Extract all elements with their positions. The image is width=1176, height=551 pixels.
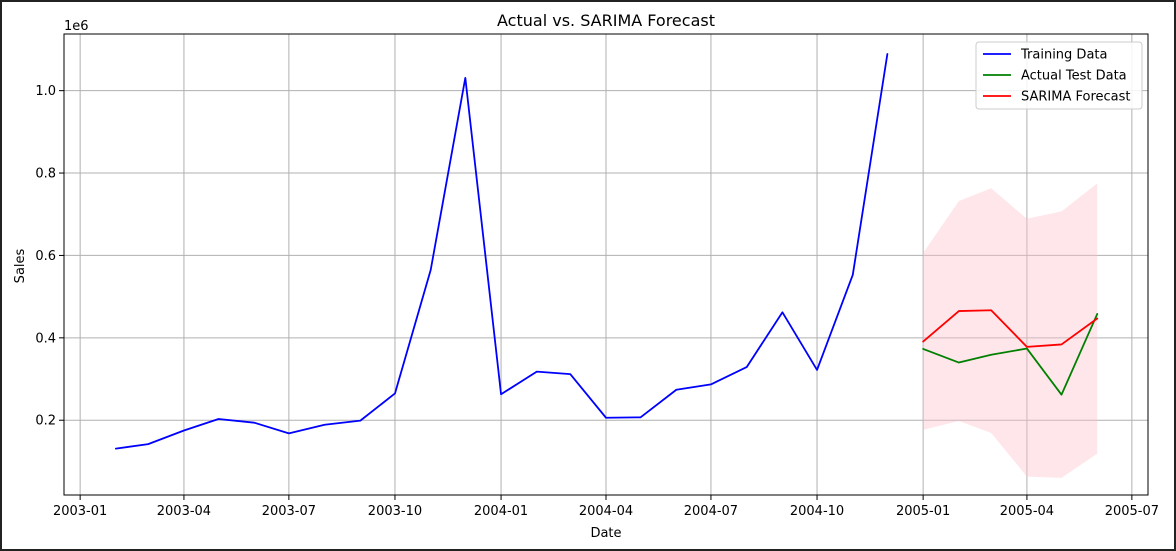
grid-layer xyxy=(64,34,1148,495)
x-tick-label: 2003-01 xyxy=(53,504,107,519)
legend: Training Data Actual Test Data SARIMA Fore… xyxy=(975,41,1143,110)
actual-test-data-line xyxy=(922,313,1099,396)
legend-label-actual-test-data: Actual Test Data xyxy=(1021,69,1127,84)
sarima-forecast-line xyxy=(922,309,1099,348)
series-layer xyxy=(114,53,1099,450)
x-tick-label: 2004-07 xyxy=(684,504,738,519)
plot-area-border xyxy=(63,33,1149,496)
axes-layer: 2003-01 2003-04 2003-07 2003-10 2004-01 2004-… xyxy=(35,33,1159,519)
training-data-line xyxy=(114,53,889,450)
legend-label-training-data: Training Data xyxy=(1020,48,1107,63)
legend-box xyxy=(975,41,1143,110)
chart-title: Actual vs. SARIMA Forecast xyxy=(497,11,715,30)
y-offset-label: 1e6 xyxy=(64,19,89,34)
y-axis-label: Sales xyxy=(13,248,28,283)
x-tick-label: 2003-04 xyxy=(157,504,211,519)
y-tick-label: 0.8 xyxy=(35,167,56,182)
y-tick-label: 0.6 xyxy=(35,249,56,264)
y-tick-label: 0.4 xyxy=(35,331,56,346)
y-tick-label: 1.0 xyxy=(35,84,56,99)
x-tick-label: 2003-07 xyxy=(262,504,316,519)
y-tick-label: 0.2 xyxy=(35,414,56,429)
x-tick-label: 2004-10 xyxy=(790,504,844,519)
x-tick-label: 2005-04 xyxy=(1000,504,1054,519)
x-tick-label: 2003-10 xyxy=(368,504,422,519)
x-tick-label: 2005-01 xyxy=(896,504,950,519)
x-tick-label: 2004-01 xyxy=(474,504,528,519)
x-tick-label: 2004-04 xyxy=(579,504,633,519)
x-axis-label: Date xyxy=(590,526,621,541)
x-tick-label: 2005-07 xyxy=(1105,504,1159,519)
legend-label-sarima-forecast: SARIMA Forecast xyxy=(1021,90,1131,105)
